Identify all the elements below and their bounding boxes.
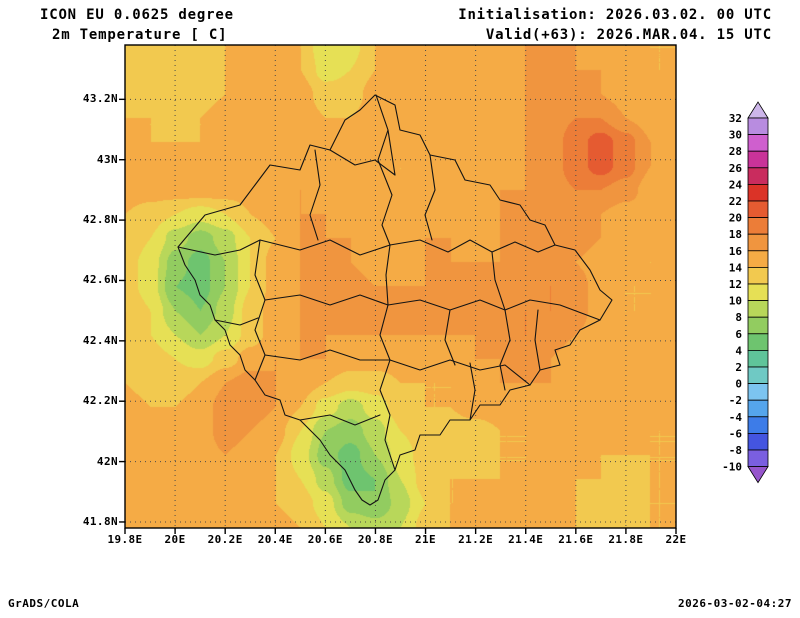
colorbar-tick-label: 16	[729, 245, 743, 258]
lon-tick-label: 21.6E	[558, 533, 594, 546]
colorbar-band	[747, 432, 769, 451]
lon-tick-label: 20.6E	[307, 533, 343, 546]
temperature-field-canvas	[125, 45, 676, 528]
lon-tick-label: 20.2E	[207, 533, 243, 546]
colorbar-tick-label: 24	[729, 178, 743, 191]
colorbar-band	[747, 449, 769, 468]
colorbar-tick-label: 26	[729, 162, 743, 175]
lat-tick-label: 41.8N	[82, 514, 118, 528]
colorbar-band	[747, 366, 769, 385]
colorbar-tick-label: -2	[729, 394, 742, 407]
colorbar-tick-label: 10	[729, 295, 742, 308]
colorbar-tick-label: 28	[729, 145, 742, 158]
lon-tick-label: 21.2E	[458, 533, 494, 546]
colorbar-tick-label: 0	[735, 378, 742, 391]
colorbar-band	[747, 134, 769, 152]
colorbar-band	[747, 416, 769, 434]
colorbar-band	[747, 333, 769, 351]
colorbar-tick-label: 22	[729, 195, 742, 208]
lat-tick-label: 43N	[96, 152, 118, 166]
colorbar-band	[747, 117, 769, 136]
colorbar-band	[747, 383, 769, 401]
colorbar-tick-label: 8	[735, 311, 742, 324]
lon-tick-label: 20.8E	[357, 533, 394, 546]
colorbar-tick-label: 14	[729, 261, 743, 274]
grads-attribution: GrADS/COLA	[8, 597, 80, 610]
lat-tick-label: 42N	[96, 454, 118, 468]
variable-title: 2m Temperature [ C]	[52, 27, 228, 43]
lon-tick-label: 20E	[164, 533, 186, 546]
colorbar-tick-label: 6	[735, 328, 742, 341]
lon-tick-label: 21.4E	[508, 533, 544, 546]
lat-tick-label: 42.6N	[82, 273, 118, 287]
colorbar-band	[747, 250, 769, 268]
colorbar-tick-label: -4	[729, 411, 743, 424]
colorbar-band	[747, 300, 769, 318]
colorbar-tick-label: 30	[729, 129, 742, 142]
colorbar-tick-label: -10	[722, 461, 742, 474]
colorbar-band	[747, 167, 769, 185]
colorbar-tick-label: 2	[735, 361, 742, 374]
colorbar-over-arrow	[747, 101, 769, 119]
colorbar-tick-label: 12	[729, 278, 742, 291]
colorbar-band	[747, 283, 769, 302]
lon-tick-label: 19.8E	[107, 533, 143, 546]
colorbar-tick-label: -8	[729, 444, 742, 457]
colorbar-band	[747, 266, 769, 285]
lon-tick-label: 20.4E	[257, 533, 293, 546]
colorbar-band	[747, 316, 769, 335]
colorbar-tick-label: 20	[729, 212, 742, 225]
timestamp: 2026-03-02-04:27	[678, 597, 792, 610]
lat-tick-label: 43.2N	[82, 92, 118, 106]
lat-tick-label: 42.2N	[82, 394, 118, 408]
lon-tick-label: 21.8E	[608, 533, 644, 546]
colorbar-tick-label: -6	[729, 427, 743, 440]
colorbar-tick-label: 18	[729, 228, 742, 241]
colorbar-tick-label: 32	[729, 112, 742, 125]
colorbar-band	[747, 200, 769, 219]
lon-tick-label: 22E	[665, 533, 687, 546]
colorbar-band	[747, 399, 769, 418]
init-time-label: Initialisation: 2026.03.02. 00 UTC	[458, 7, 772, 23]
colorbar-band	[747, 184, 769, 202]
colorbar-tick-label: 4	[735, 344, 742, 357]
colorbar-band	[747, 217, 769, 235]
model-title: ICON EU 0.0625 degree	[40, 7, 234, 23]
lat-tick-label: 42.4N	[82, 333, 118, 347]
colorbar-band	[747, 233, 769, 252]
colorbar-band	[747, 349, 769, 368]
valid-time-label: Valid(+63): 2026.MAR.04. 15 UTC	[485, 27, 772, 43]
lon-tick-label: 21E	[414, 533, 437, 546]
colorbar-band	[747, 150, 769, 169]
lat-tick-label: 42.8N	[82, 213, 118, 227]
colorbar-under-arrow	[747, 466, 769, 484]
